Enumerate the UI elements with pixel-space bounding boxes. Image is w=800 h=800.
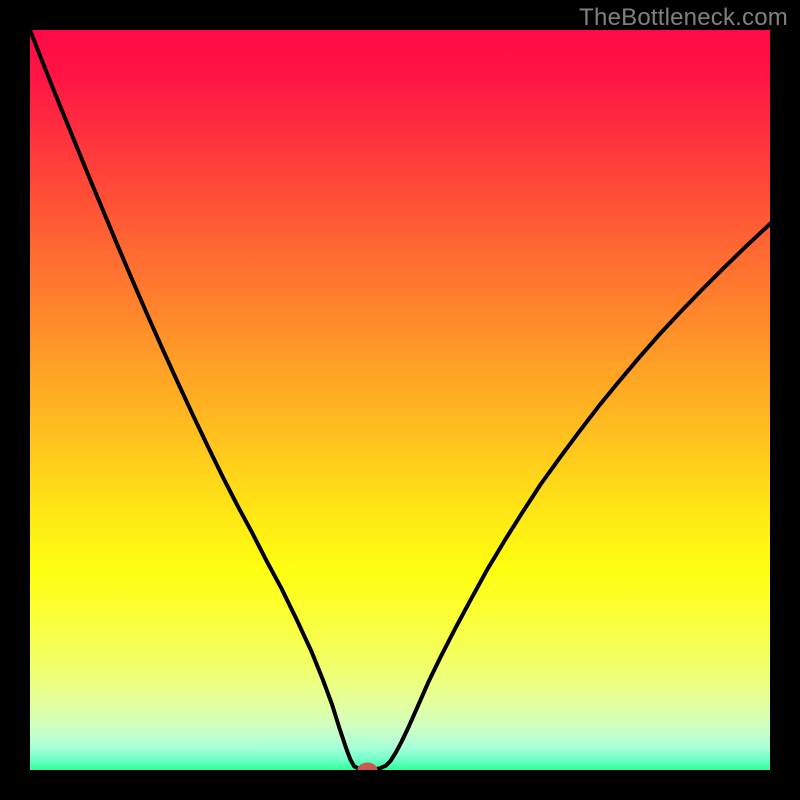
watermark-label: TheBottleneck.com	[579, 4, 788, 32]
chart-container: TheBottleneck.com	[0, 0, 800, 800]
plot-background	[30, 30, 770, 770]
bottleneck-curve-chart	[0, 0, 800, 800]
